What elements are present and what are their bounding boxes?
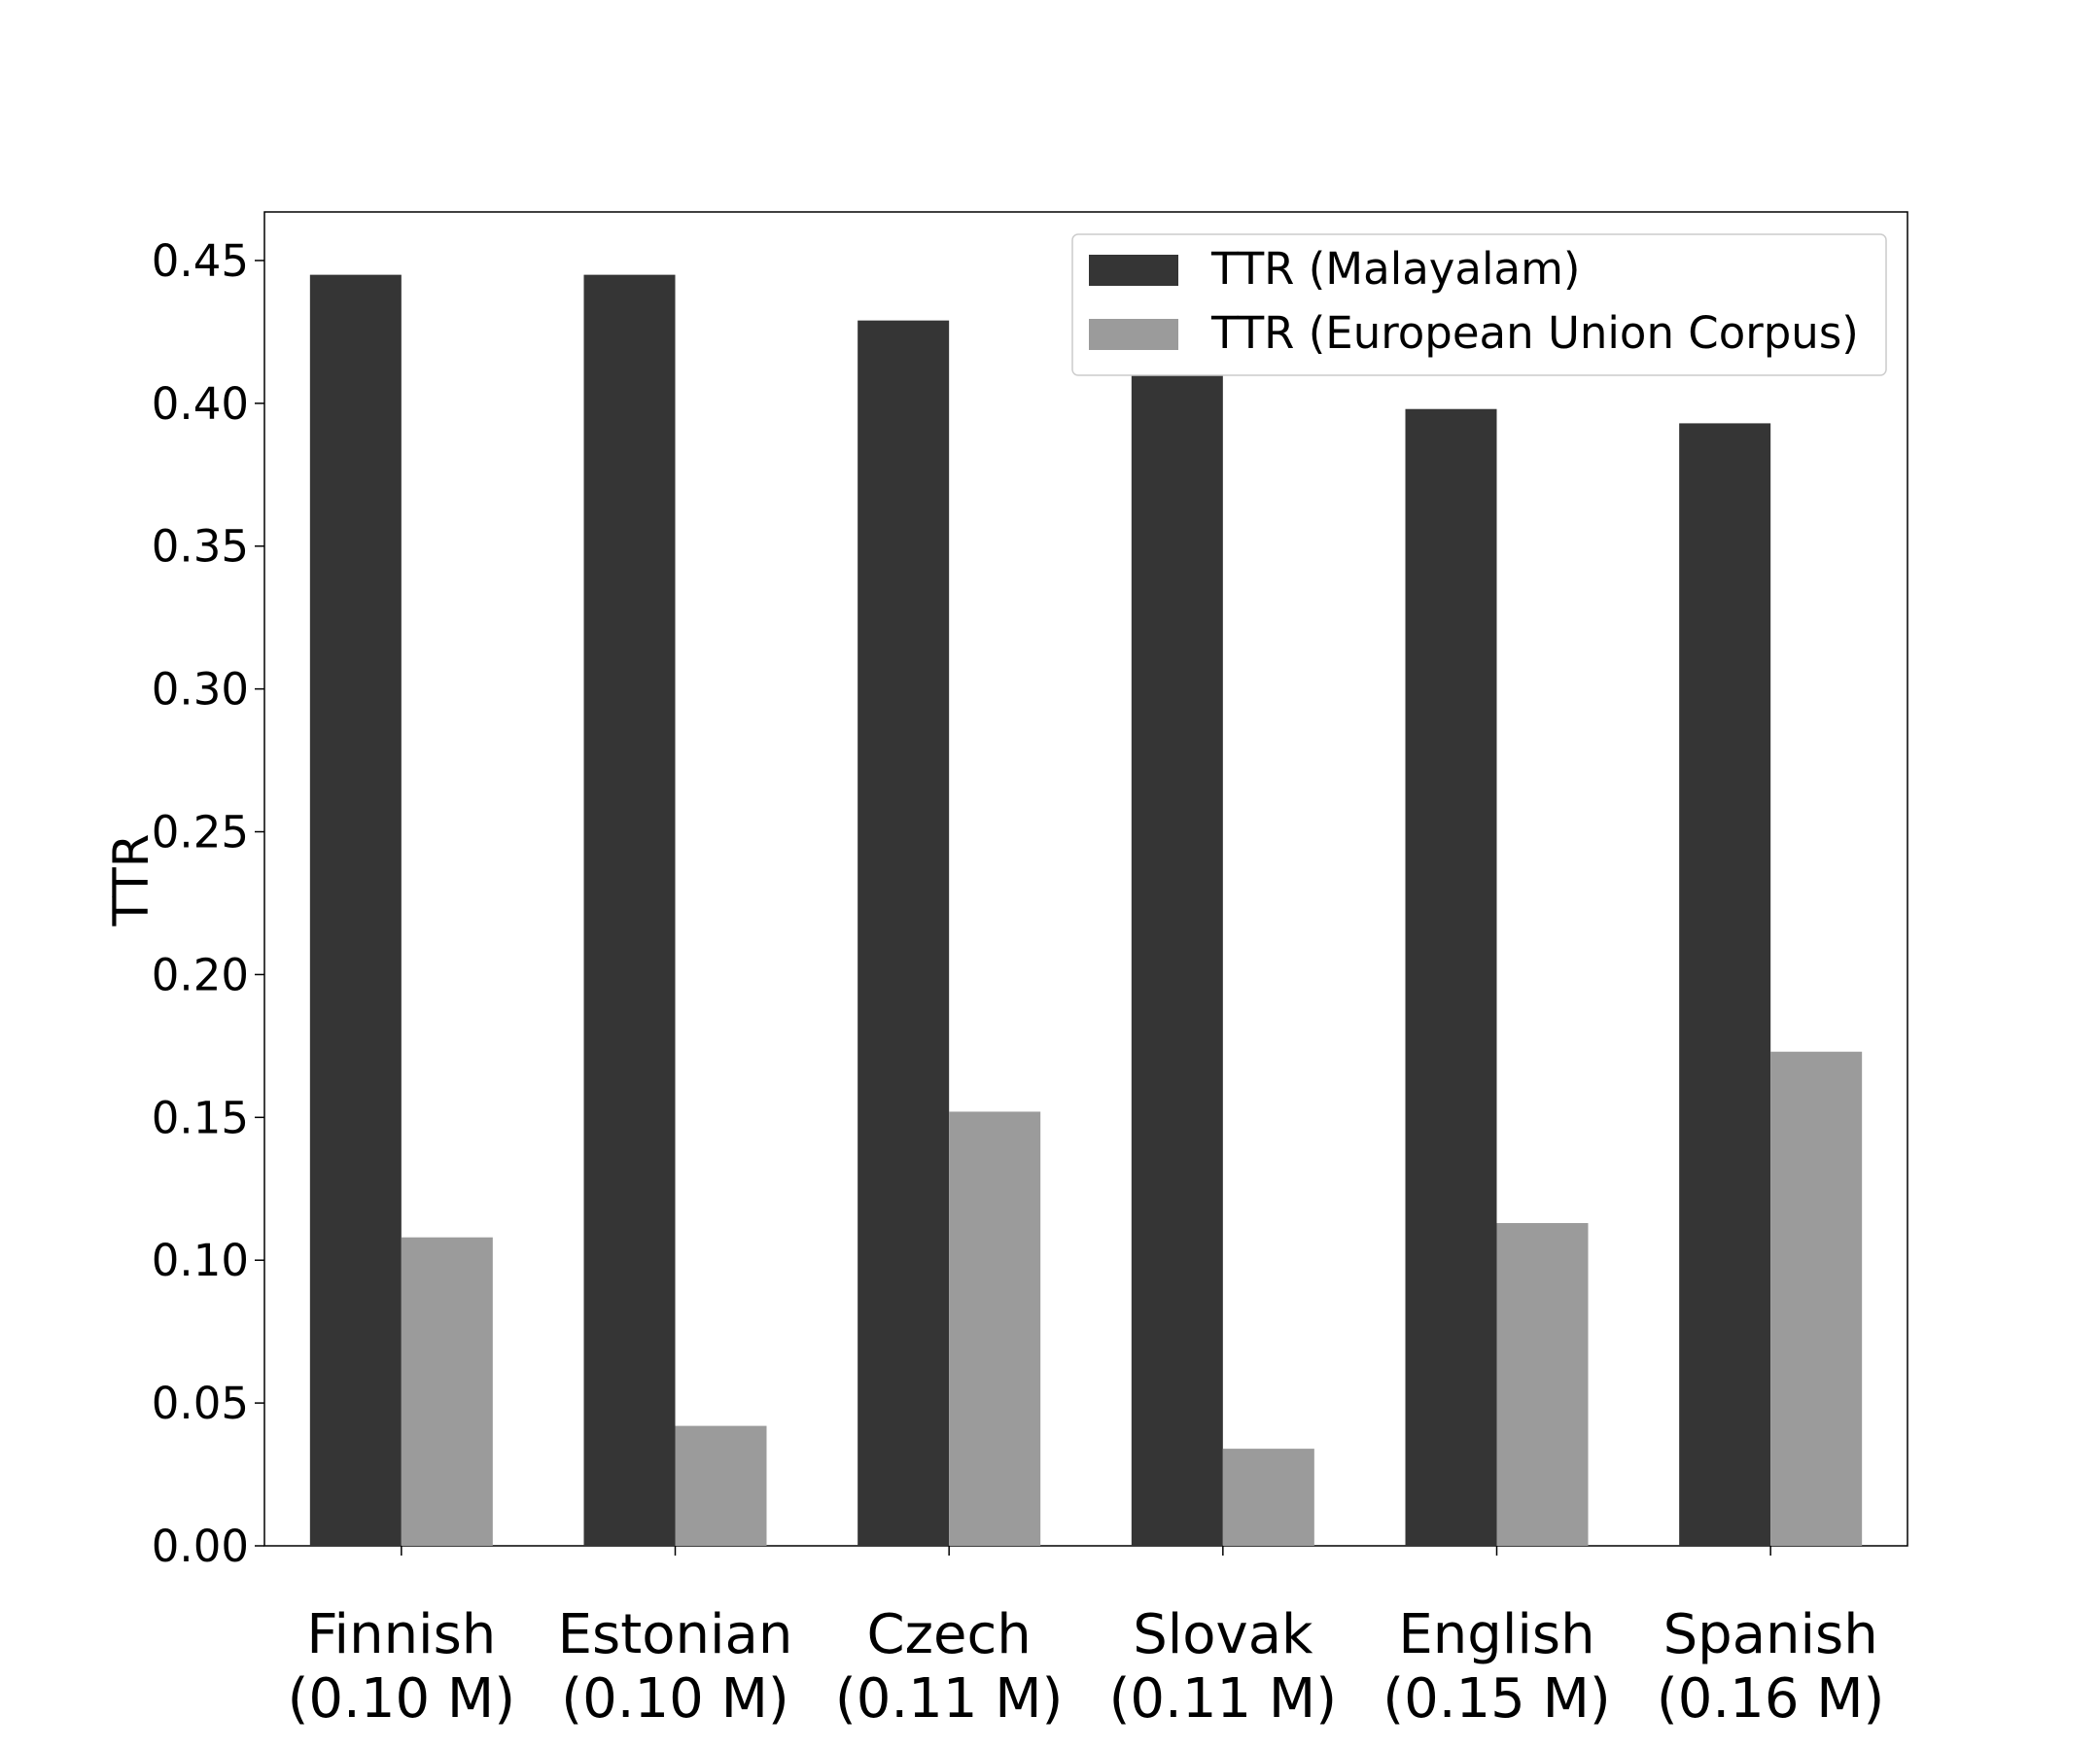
x-tick-label-size: (0.11 M)	[835, 1667, 1064, 1731]
x-tick-label-size: (0.10 M)	[561, 1667, 789, 1731]
y-tick-label: 0.15	[152, 1092, 249, 1143]
x-tick-label-name: Estonian	[558, 1603, 793, 1666]
x-axis: Finnish (0.10 M)Estonian (0.10 M)Czech (0.1…	[288, 1546, 1885, 1731]
legend-box	[1071, 233, 1887, 376]
bar-malayalam-4	[1405, 408, 1497, 1546]
y-tick-label: 0.10	[152, 1235, 249, 1286]
x-tick-label-name: Slovak	[1133, 1603, 1313, 1666]
bar-eu-corpus-0	[401, 1237, 493, 1546]
x-tick-label: Finnish (0.10 M)	[288, 1603, 516, 1731]
y-tick-label: 0.05	[152, 1378, 249, 1429]
x-tick-label-size: (0.11 M)	[1109, 1667, 1338, 1731]
bar-malayalam-0	[309, 274, 402, 1547]
y-tick-label: 0.25	[152, 807, 249, 858]
y-axis: 0.00 0.05 0.10 0.15 0.20 0.25 0.30 0.35 0.40 0.45	[152, 235, 264, 1572]
y-tick-label: 0.20	[152, 949, 249, 1000]
x-tick-label-name: English	[1398, 1603, 1594, 1666]
x-tick-label: Slovak (0.11 M)	[1109, 1603, 1338, 1731]
x-tick-label-name: Spanish	[1663, 1603, 1878, 1666]
x-tick-label-size: (0.10 M)	[288, 1667, 516, 1731]
bar-eu-corpus-4	[1496, 1223, 1589, 1546]
x-tick-label-size: (0.16 M)	[1657, 1667, 1885, 1731]
y-tick-label: 0.40	[152, 378, 249, 430]
bar-eu-corpus-5	[1770, 1051, 1863, 1546]
x-tick-label-name: Finnish	[306, 1603, 496, 1666]
x-tick-label: English (0.15 M)	[1382, 1603, 1611, 1731]
x-tick-label: Czech (0.11 M)	[835, 1603, 1064, 1731]
bars	[309, 274, 1863, 1547]
bar-malayalam-2	[858, 320, 950, 1546]
legend: TTR (Malayalam) TTR (European Union Corpu…	[1071, 233, 1887, 376]
y-tick-label: 0.35	[152, 521, 249, 573]
legend-label: TTR (Malayalam)	[1210, 243, 1580, 295]
y-tick-label: 0.45	[152, 235, 249, 287]
y-axis-label: TTR	[103, 834, 159, 928]
y-tick-label: 0.30	[152, 664, 249, 716]
x-tick-label-name: Czech	[867, 1603, 1032, 1666]
legend-swatch	[1089, 255, 1178, 286]
x-tick-label: Estonian (0.10 M)	[558, 1603, 793, 1731]
bar-eu-corpus-1	[675, 1425, 767, 1546]
legend-label: TTR (European Union Corpus)	[1210, 307, 1859, 359]
plot-frame	[263, 211, 1908, 1547]
x-tick-label: Spanish (0.16 M)	[1657, 1603, 1885, 1731]
plot-area	[263, 211, 1908, 1547]
legend-swatch	[1089, 319, 1178, 350]
bar-malayalam-1	[583, 274, 676, 1547]
y-tick-label: 0.00	[152, 1521, 249, 1572]
bar-eu-corpus-2	[949, 1111, 1041, 1546]
bar-malayalam-3	[1131, 371, 1223, 1547]
bar-malayalam-5	[1679, 423, 1771, 1546]
bar-eu-corpus-3	[1222, 1449, 1314, 1546]
x-tick-label-size: (0.15 M)	[1382, 1667, 1611, 1731]
